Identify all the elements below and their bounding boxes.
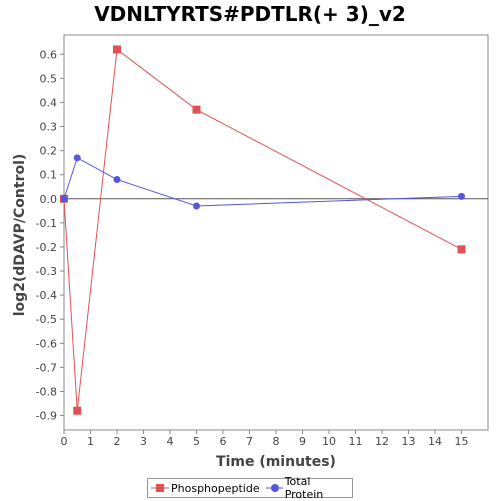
y-tick-label: -0.5 — [36, 313, 57, 326]
y-tick-label: 0.0 — [40, 193, 58, 206]
data-point-total-protein — [60, 195, 68, 203]
x-tick-label: 6 — [220, 435, 227, 448]
y-tick-label: 0.3 — [40, 121, 58, 134]
y-tick-label: 0.4 — [40, 96, 58, 109]
y-tick-label: -0.8 — [36, 385, 57, 398]
x-tick-label: 12 — [375, 435, 389, 448]
x-tick-label: 7 — [246, 435, 253, 448]
legend-label-total-protein: Total Protein — [284, 475, 324, 501]
x-tick-label: 15 — [455, 435, 469, 448]
y-tick-label: -0.3 — [36, 265, 57, 278]
data-point-phosphopeptide — [73, 406, 82, 415]
legend-swatch-total-protein — [265, 484, 283, 492]
data-point-phosphopeptide — [113, 45, 121, 54]
y-tick-label: 0.2 — [40, 145, 58, 158]
y-tick-label: -0.6 — [36, 337, 57, 350]
legend-item-total-protein: Total Protein — [265, 475, 349, 501]
data-point-total-protein — [113, 176, 121, 184]
y-axis-label: log2(dDAVP/Control) — [12, 154, 28, 317]
data-point-total-protein — [458, 192, 465, 200]
legend-swatch-phosphopeptide — [151, 484, 169, 492]
y-tick-label: -0.7 — [36, 361, 57, 374]
x-tick-label: 14 — [428, 435, 442, 448]
x-tick-label: 3 — [140, 435, 147, 448]
x-tick-label: 13 — [402, 435, 416, 448]
x-tick-label: 2 — [114, 435, 121, 448]
plot-area — [63, 34, 489, 431]
y-tick-label: 0.6 — [40, 48, 58, 61]
chart-title: VDNLTYRTS#PDTLR(+ 3)_v2 — [94, 2, 406, 26]
legend-label-phosphopeptide: Phosphopeptide — [171, 481, 260, 495]
x-axis-label: Time (minutes) — [216, 454, 336, 470]
x-tick-label: 0 — [61, 435, 68, 448]
x-tick-label: 9 — [299, 435, 306, 448]
y-tick-label: 0.1 — [40, 169, 58, 182]
x-tick-label: 8 — [273, 435, 280, 448]
legend: Phosphopeptide Total Protein — [147, 475, 353, 501]
y-tick-label: -0.2 — [36, 241, 57, 254]
y-tick-label: -0.4 — [36, 289, 57, 302]
x-tick-label: 10 — [322, 435, 336, 448]
x-tick-label: 4 — [167, 435, 174, 448]
x-tick-label: 1 — [87, 435, 94, 448]
y-tick-label: 0.5 — [40, 72, 58, 85]
x-tick-label: 5 — [193, 435, 200, 448]
data-point-total-protein — [193, 202, 200, 210]
y-tick-label: -0.9 — [36, 410, 57, 423]
legend-item-phosphopeptide: Phosphopeptide — [151, 482, 260, 495]
data-point-phosphopeptide — [457, 245, 466, 254]
y-tick-label: -0.1 — [36, 217, 57, 230]
data-point-total-protein — [73, 154, 81, 162]
data-point-phosphopeptide — [192, 105, 201, 114]
x-tick-label: 11 — [349, 435, 363, 448]
